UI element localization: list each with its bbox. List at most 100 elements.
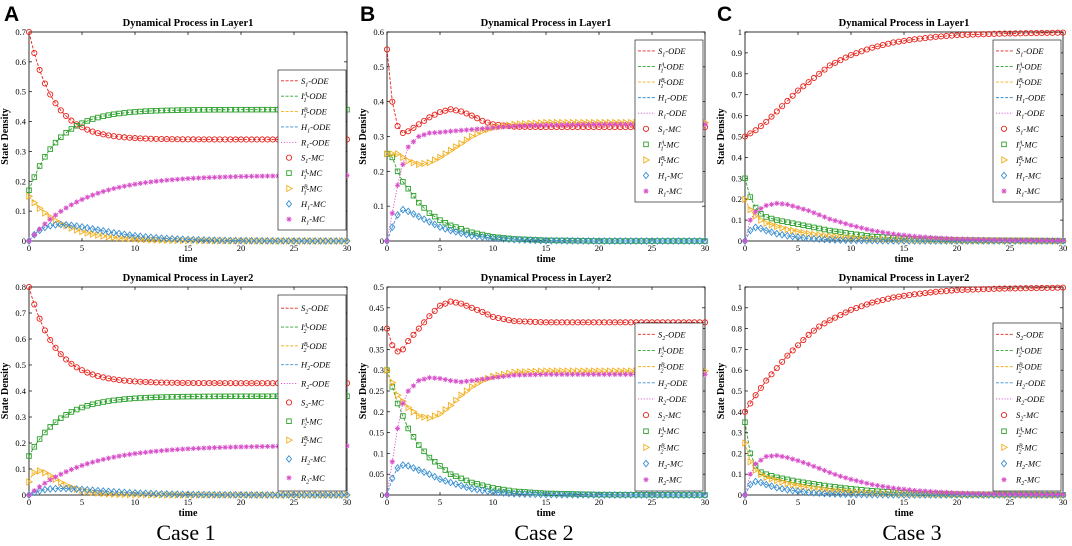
mc-point-h1 bbox=[869, 236, 876, 245]
mc-point-r2 bbox=[270, 443, 276, 449]
mc-point-r1 bbox=[585, 121, 591, 128]
mc-point-ia1 bbox=[758, 211, 764, 217]
x-tick-label: 15 bbox=[542, 243, 551, 253]
mc-point-ia1 bbox=[217, 107, 223, 113]
mc-point-ib1 bbox=[763, 219, 771, 227]
y-tick-label: 0.1 bbox=[373, 201, 384, 211]
legend-box bbox=[634, 322, 704, 492]
mc-point-s2 bbox=[816, 323, 823, 330]
x-tick-label: 0 bbox=[27, 497, 31, 507]
mc-point-h2 bbox=[606, 491, 613, 499]
mc-point-h1 bbox=[436, 223, 444, 231]
mc-point-ib1 bbox=[36, 204, 44, 212]
plots-container: Dynamical Process in Layer1 time State Den… bbox=[0, 18, 1067, 519]
x-tick-label: 10 bbox=[847, 497, 856, 507]
mc-point-h2 bbox=[426, 470, 433, 479]
mc-point-r1 bbox=[569, 122, 576, 128]
mc-point-s1 bbox=[68, 117, 75, 124]
mc-point-ia1 bbox=[259, 106, 265, 113]
mc-point-r2 bbox=[111, 454, 117, 460]
mc-point-r1 bbox=[1018, 237, 1024, 243]
mc-point-r2 bbox=[1002, 491, 1008, 497]
mc-point-r1 bbox=[211, 174, 218, 180]
mc-point-h1 bbox=[468, 231, 475, 240]
y-tick-label: 0.4 bbox=[15, 386, 26, 396]
mc-point-h2 bbox=[458, 481, 465, 490]
mc-point-h1 bbox=[1043, 237, 1051, 245]
mc-point-r1 bbox=[1007, 237, 1013, 243]
legend: S2-ODE IA 2-ODE IB 2-ODE H2-ODE R2-ODE S2-MC IA 2… bbox=[277, 294, 347, 492]
mc-point-h2 bbox=[52, 484, 59, 493]
mc-point-s1 bbox=[773, 108, 780, 115]
mc-point-r2 bbox=[264, 443, 271, 450]
mc-point-s1 bbox=[84, 126, 91, 133]
mc-point-r1 bbox=[564, 122, 570, 128]
mc-point-r2 bbox=[463, 378, 470, 384]
mc-point-h1 bbox=[911, 237, 918, 245]
mc-point-s2 bbox=[394, 348, 401, 355]
mc-point-h2 bbox=[285, 491, 292, 499]
legend-label: IB 1-MC bbox=[657, 155, 679, 168]
mc-point-r2 bbox=[501, 373, 507, 380]
mc-point-ia1 bbox=[31, 174, 38, 180]
mc-point-ia1 bbox=[742, 175, 748, 182]
mc-point-ib1 bbox=[416, 160, 423, 169]
mc-point-ib2 bbox=[853, 488, 861, 497]
y-tick-label: 0.5 bbox=[731, 386, 742, 396]
mc-point-h2 bbox=[158, 489, 165, 498]
y-tick-label: 0.3 bbox=[15, 146, 26, 156]
mc-point-h2 bbox=[142, 489, 149, 498]
x-tick-label: 5 bbox=[80, 243, 84, 253]
mc-point-r2 bbox=[938, 489, 944, 495]
mc-point-r1 bbox=[848, 222, 854, 228]
mc-point-r1 bbox=[522, 123, 528, 129]
y-tick-label: 1 bbox=[738, 27, 742, 37]
mc-point-ia1 bbox=[768, 215, 775, 222]
legend-marker-ia2 bbox=[643, 428, 649, 434]
mc-point-h2 bbox=[327, 491, 335, 499]
mc-point-h2 bbox=[784, 485, 791, 494]
y-tick-label: 0.3 bbox=[373, 132, 384, 142]
mc-point-ia1 bbox=[426, 210, 433, 216]
x-tick-label: 10 bbox=[131, 243, 140, 253]
mc-point-ia2 bbox=[211, 393, 218, 400]
legend-box bbox=[634, 39, 704, 203]
mc-point-r2 bbox=[837, 473, 843, 479]
mc-point-h1 bbox=[399, 205, 407, 214]
mc-point-ia1 bbox=[148, 108, 154, 114]
y-axis-label: State Density bbox=[0, 363, 11, 419]
mc-point-h1 bbox=[648, 237, 656, 245]
mc-point-r1 bbox=[779, 201, 785, 207]
mc-point-s1 bbox=[763, 118, 770, 125]
mc-point-r1 bbox=[458, 127, 464, 134]
mc-point-h2 bbox=[100, 487, 107, 495]
mc-point-r2 bbox=[591, 371, 597, 377]
x-tick-label: 20 bbox=[953, 497, 962, 507]
mc-point-r2 bbox=[116, 453, 122, 459]
y-tick-label: 0.3 bbox=[373, 365, 384, 375]
mc-point-ia2 bbox=[495, 486, 502, 492]
legend-label: IB 1-MC bbox=[1015, 155, 1037, 168]
legend-marker-ia2 bbox=[286, 418, 292, 425]
mc-point-h1 bbox=[121, 230, 128, 239]
mc-point-ia2 bbox=[111, 397, 117, 404]
mc-point-h2 bbox=[343, 491, 351, 499]
mc-point-ia1 bbox=[437, 217, 443, 223]
mc-point-s1 bbox=[431, 111, 438, 118]
mc-point-h2 bbox=[773, 483, 780, 492]
x-tick-label: 0 bbox=[743, 243, 747, 253]
mc-point-h2 bbox=[927, 491, 934, 499]
mc-point-r2 bbox=[421, 376, 427, 382]
mc-point-h1 bbox=[810, 234, 818, 243]
mc-point-ia2 bbox=[469, 479, 475, 486]
mc-point-h2 bbox=[691, 491, 698, 499]
mc-point-r1 bbox=[227, 174, 233, 180]
mc-point-s2 bbox=[837, 312, 844, 319]
mc-point-h1 bbox=[338, 237, 345, 245]
mc-point-ia1 bbox=[68, 126, 75, 132]
mc-point-r1 bbox=[68, 202, 74, 208]
mc-point-ib1 bbox=[853, 234, 861, 243]
mc-point-ia2 bbox=[458, 475, 464, 482]
mc-point-s1 bbox=[484, 119, 491, 126]
mc-point-r1 bbox=[516, 123, 523, 129]
